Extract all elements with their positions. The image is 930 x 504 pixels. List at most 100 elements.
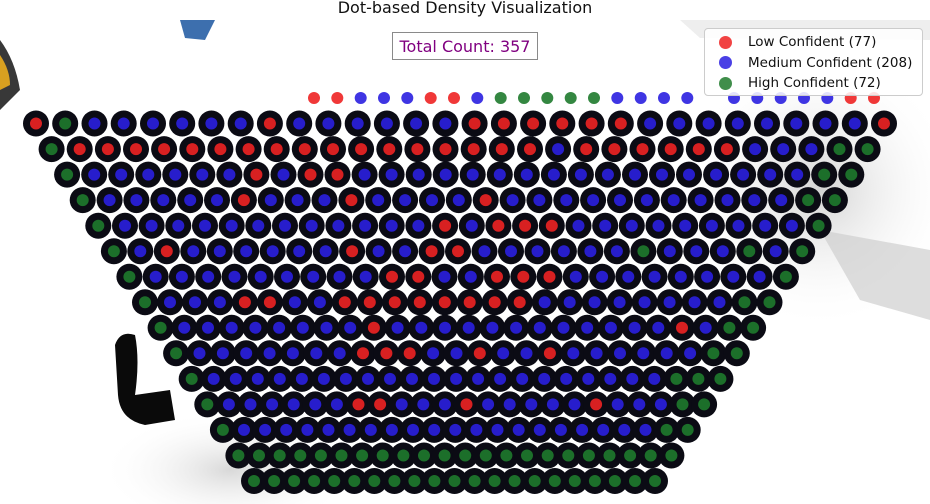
high-confident-dot — [738, 296, 751, 309]
medium-confident-dot — [130, 194, 143, 207]
medium-confident-dot — [748, 194, 761, 207]
high-confident-dot — [368, 475, 381, 487]
medium-confident-dot — [286, 347, 299, 360]
high-confident-dot — [763, 296, 776, 309]
medium-confident-dot — [176, 117, 189, 130]
medium-confident-dot — [216, 347, 229, 360]
medium-confident-dot — [737, 168, 750, 181]
medium-confident-dot — [679, 219, 692, 232]
high-confident-dot — [637, 245, 650, 258]
low-confident-dot — [374, 398, 387, 411]
high-confident-dot — [743, 245, 756, 258]
low-confident-dot — [425, 245, 438, 258]
medium-confident-dot — [628, 321, 641, 334]
high-confident-dot — [564, 92, 577, 104]
high-confident-dot — [494, 92, 507, 104]
medium-confident-dot — [320, 321, 333, 334]
medium-confident-dot — [273, 321, 286, 334]
medium-confident-dot — [364, 423, 377, 436]
medium-confident-dot — [654, 398, 667, 411]
medium-confident-dot — [462, 321, 475, 334]
medium-confident-dot — [785, 219, 798, 232]
medium-confident-dot — [618, 423, 631, 436]
low-confident-dot — [363, 296, 376, 309]
medium-confident-dot — [702, 117, 715, 130]
medium-confident-dot — [547, 168, 560, 181]
medium-confident-dot — [287, 398, 300, 411]
medium-confident-dot — [574, 168, 587, 181]
high-confident-dot — [861, 143, 874, 156]
medium-confident-dot — [157, 194, 170, 207]
medium-confident-dot — [613, 296, 626, 309]
medium-confident-dot — [450, 372, 463, 385]
high-confident-dot — [629, 475, 641, 487]
medium-confident-dot — [234, 117, 247, 130]
medium-confident-dot — [486, 321, 499, 334]
low-confident-dot — [383, 143, 396, 156]
medium-confident-dot — [318, 194, 331, 207]
high-confident-dot — [459, 449, 472, 462]
low-confident-dot — [186, 143, 199, 156]
low-confident-dot — [130, 143, 142, 156]
medium-confident-dot — [848, 117, 861, 130]
medium-confident-dot — [309, 398, 322, 411]
medium-confident-dot — [202, 321, 214, 334]
high-confident-dot — [232, 449, 245, 462]
high-confident-dot — [438, 449, 451, 462]
medium-confident-dot — [557, 245, 570, 258]
medium-confident-dot — [322, 117, 335, 130]
medium-confident-dot — [119, 219, 131, 232]
low-confident-dot — [543, 270, 556, 283]
high-confident-dot — [139, 296, 151, 309]
medium-confident-dot — [699, 321, 712, 334]
medium-confident-dot — [333, 270, 346, 283]
medium-confident-dot — [313, 296, 326, 309]
high-confident-dot — [397, 449, 410, 462]
medium-confident-dot — [279, 219, 291, 232]
medium-confident-dot — [412, 168, 425, 181]
medium-confident-dot — [178, 321, 191, 334]
medium-confident-dot — [604, 372, 617, 385]
low-confident-dot — [556, 117, 569, 130]
medium-confident-dot — [510, 321, 523, 334]
medium-confident-dot — [351, 117, 364, 130]
medium-confident-dot — [656, 168, 668, 181]
medium-confident-dot — [88, 168, 101, 181]
medium-confident-dot — [339, 372, 352, 385]
high-confident-dot — [588, 92, 600, 104]
medium-confident-dot — [626, 372, 639, 385]
medium-confident-dot — [805, 143, 818, 156]
low-confident-dot — [580, 143, 593, 156]
low-confident-dot — [270, 143, 283, 156]
medium-confident-dot — [652, 219, 665, 232]
low-confident-dot — [331, 168, 344, 181]
high-confident-dot — [779, 270, 792, 283]
high-confident-dot — [582, 449, 595, 462]
medium-confident-dot — [732, 219, 745, 232]
low-confident-dot — [238, 296, 251, 309]
medium-confident-dot — [512, 423, 525, 436]
medium-confident-dot — [395, 398, 408, 411]
medium-confident-dot — [249, 321, 262, 334]
low-confident-dot — [636, 143, 649, 156]
low-confident-dot — [492, 219, 505, 232]
medium-confident-dot — [759, 219, 772, 232]
medium-confident-dot — [466, 168, 479, 181]
medium-confident-dot — [749, 143, 762, 156]
medium-confident-dot — [184, 194, 197, 207]
medium-confident-dot — [538, 372, 551, 385]
legend-label-high: High Confident (72) — [748, 75, 881, 92]
medium-confident-dot — [117, 117, 130, 130]
low-confident-dot — [524, 143, 536, 156]
medium-confident-dot — [597, 423, 610, 436]
medium-confident-dot — [667, 194, 680, 207]
medium-confident-dot — [658, 92, 670, 104]
medium-confident-dot — [576, 423, 589, 436]
medium-confident-dot — [452, 194, 465, 207]
medium-confident-dot — [538, 296, 551, 309]
medium-confident-dot — [410, 117, 423, 130]
medium-confident-dot — [225, 219, 238, 232]
medium-confident-dot — [293, 117, 306, 130]
medium-confident-dot — [497, 347, 510, 360]
medium-confident-dot — [359, 270, 372, 283]
